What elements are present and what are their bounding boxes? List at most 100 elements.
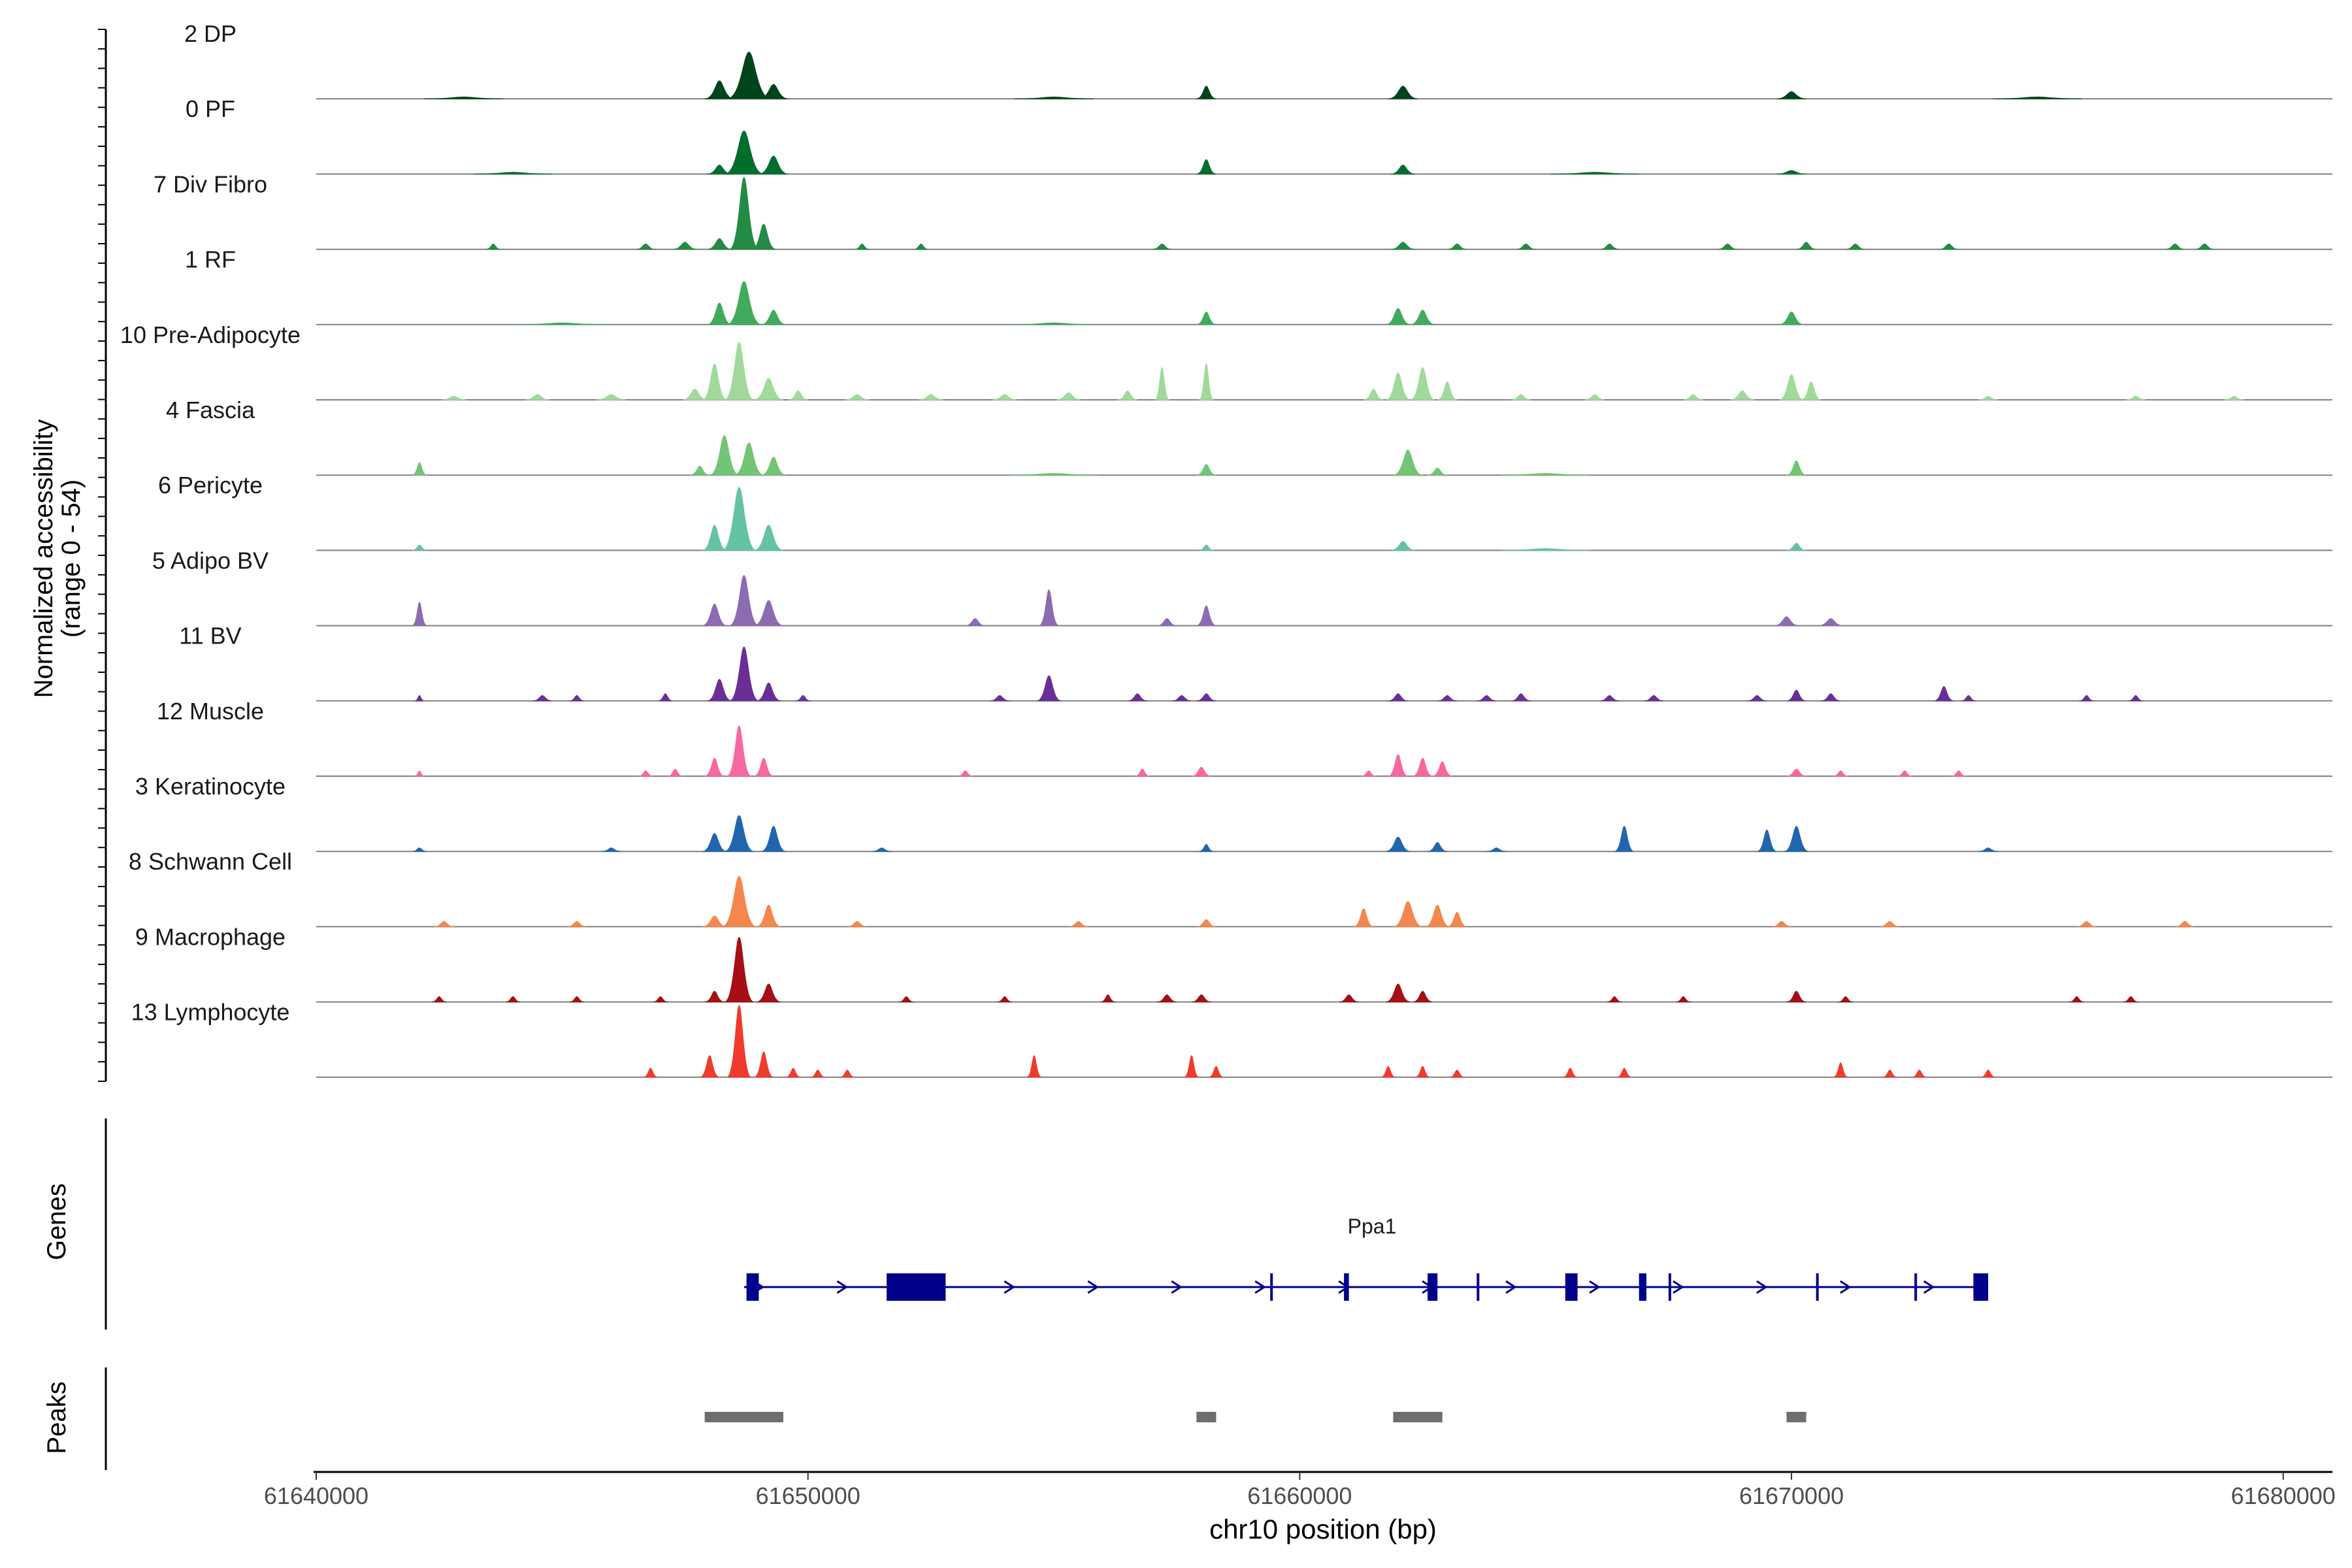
coverage-peak — [415, 771, 425, 776]
coverage-peak — [1961, 696, 1976, 701]
coverage-peak — [596, 395, 626, 400]
coverage-peak — [1413, 991, 1433, 1002]
coverage-peak — [2195, 244, 2214, 249]
coverage-peak — [1818, 619, 1843, 626]
coverage-peak — [638, 771, 653, 776]
coverage-peak — [412, 602, 427, 626]
coverage-peak — [1015, 97, 1093, 99]
coverage-peak — [759, 156, 788, 174]
coverage-peak — [1196, 312, 1216, 325]
track-label: 1 RF — [185, 246, 236, 273]
coverage-peak — [725, 131, 764, 174]
coverage-peak — [1952, 771, 1967, 776]
coverage-peak — [992, 395, 1017, 400]
coverage-peak — [690, 466, 710, 476]
coverage-peak — [1393, 902, 1422, 927]
coverage-peak — [412, 848, 427, 852]
coverage-peak — [729, 647, 759, 701]
exon — [1974, 1273, 1989, 1301]
track-14: 13 Lymphocyte — [131, 999, 2332, 1077]
coverage-peak — [1209, 1066, 1224, 1077]
coverage-peak — [602, 848, 621, 852]
coverage-peak — [796, 696, 811, 701]
coverage-peak — [518, 323, 607, 325]
coverage-peak — [702, 364, 727, 400]
coverage-peak — [2079, 696, 2094, 701]
track-label: 8 Schwann Cell — [129, 848, 292, 875]
coverage-peak — [1381, 1066, 1396, 1077]
coverage-peak — [1882, 1070, 1897, 1077]
coverage-peak — [1135, 769, 1150, 776]
coverage-peak — [754, 1052, 774, 1077]
coverage-peak — [1747, 696, 1767, 701]
track-label: 0 PF — [186, 95, 235, 122]
coverage-peak — [1154, 368, 1169, 400]
coverage-peak — [1437, 696, 1457, 701]
coverage-peak — [1550, 172, 1639, 174]
track-11: 3 Keratinocyte — [135, 773, 2332, 851]
coverage-peak — [1777, 171, 1806, 174]
exon — [747, 1273, 759, 1301]
coverage-peak — [710, 436, 739, 476]
coverage-peak — [1364, 389, 1383, 400]
coverage-peak — [1772, 921, 1791, 926]
coverage-peak — [2123, 996, 2138, 1002]
coverage-peak — [1787, 543, 1806, 550]
peak-region — [705, 1412, 783, 1422]
coverage-peak — [1196, 606, 1216, 625]
coverage-peak — [1391, 542, 1416, 551]
coverage-peak — [644, 1068, 659, 1077]
track-label: 10 Pre-Adipocyte — [120, 321, 301, 348]
x-tick-label: 61670000 — [1739, 1482, 1844, 1509]
coverage-peak — [725, 342, 754, 400]
coverage-peak — [1563, 1068, 1578, 1077]
track-12: 8 Schwann Cell — [129, 848, 2332, 926]
track-label: 11 BV — [179, 623, 241, 649]
exon — [1477, 1273, 1479, 1301]
coverage-peak — [729, 178, 759, 250]
track-label: 4 Fascia — [166, 397, 255, 423]
coverage-peak — [1779, 312, 1804, 325]
peak-region — [1196, 1412, 1216, 1422]
coverage-peak — [707, 303, 732, 325]
coverage-peak — [1801, 382, 1821, 400]
peaks-panel-title: Peaks — [42, 1381, 71, 1454]
track-label: 5 Adipo BV — [152, 547, 269, 574]
coverage-peak — [1039, 590, 1058, 626]
coverage-peak — [1428, 843, 1447, 852]
coverage-peak — [855, 244, 870, 249]
coverage-peak — [1056, 393, 1081, 400]
coverage-tracks: 2 DP 0 PF 7 Div Fibro 1 RF 10 Pre-Adipocyte 4… — [120, 20, 2332, 1077]
coverage-peak — [1196, 86, 1216, 99]
coverage-peak — [847, 921, 867, 926]
coverage-peak — [727, 726, 752, 776]
track-label: 3 Keratinocyte — [135, 773, 286, 800]
coverage-peak — [1009, 474, 1098, 476]
coverage-peak — [729, 576, 759, 626]
coverage-peak — [2129, 696, 2144, 701]
exon — [887, 1273, 945, 1301]
coverage-peak — [1433, 762, 1452, 776]
x-tick-label: 61660000 — [1247, 1482, 1352, 1509]
coverage-peak — [786, 1068, 801, 1077]
coverage-peak — [1934, 687, 1953, 701]
coverage-peak — [1196, 159, 1216, 174]
coverage-peak — [958, 771, 973, 776]
coverage-peak — [1787, 690, 1806, 701]
coverage-peak — [1718, 244, 1737, 249]
coverage-peak — [990, 696, 1009, 701]
coverage-peak — [412, 545, 427, 550]
coverage-peak — [761, 310, 786, 325]
coverage-peak — [761, 457, 786, 476]
track-label: 6 Pericyte — [158, 472, 263, 498]
coverage-peak — [1015, 323, 1093, 325]
coverage-peak — [1838, 996, 1854, 1002]
coverage-peak — [532, 696, 552, 701]
coverage-peak — [1607, 996, 1622, 1002]
coverage-peak — [1617, 1068, 1632, 1077]
coverage-peak — [1391, 242, 1416, 250]
coverage-peak — [1676, 996, 1691, 1002]
track-label: 9 Macrophage — [135, 923, 286, 950]
coverage-peak — [570, 996, 585, 1002]
coverage-peak — [1172, 696, 1192, 701]
